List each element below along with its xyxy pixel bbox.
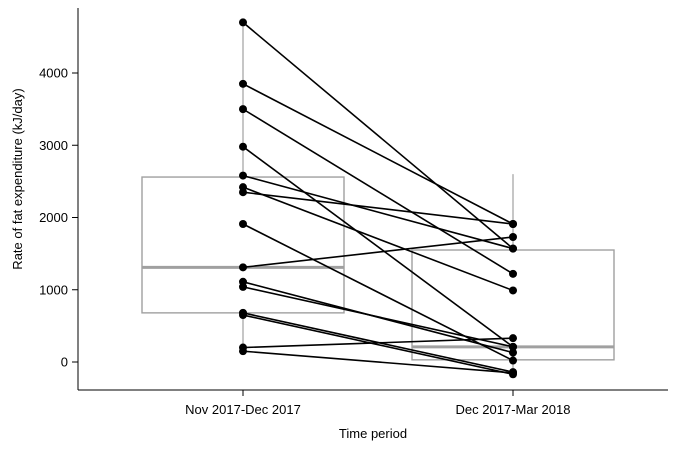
- pair-line: [242, 286, 514, 348]
- data-point: [239, 18, 247, 27]
- data-point: [509, 356, 517, 365]
- pair-line: [242, 350, 514, 374]
- data-point: [509, 286, 517, 295]
- x-ticks: Nov 2017-Dec 2017 Dec 2017-Mar 2018: [185, 390, 570, 417]
- data-point: [239, 188, 247, 197]
- pair-line: [242, 236, 514, 269]
- data-point: [509, 368, 517, 377]
- x-axis-title: Time period: [339, 426, 407, 441]
- data-point: [239, 263, 247, 272]
- data-point: [509, 348, 517, 357]
- pair-line: [242, 83, 514, 225]
- x-tick-label: Dec 2017-Mar 2018: [456, 402, 571, 417]
- pair-line: [242, 223, 514, 362]
- y-tick-label: 4000: [39, 66, 68, 81]
- data-point: [509, 334, 517, 343]
- pair-line: [242, 191, 514, 225]
- data-points: [239, 18, 517, 379]
- pair-line: [242, 337, 514, 349]
- data-point: [239, 347, 247, 356]
- pair-line: [242, 21, 514, 250]
- pair-line: [242, 146, 514, 348]
- y-axis-title: Rate of fat expenditure (kJ/day): [10, 88, 25, 269]
- data-point: [239, 282, 247, 291]
- pair-line: [242, 108, 514, 275]
- data-point: [509, 269, 517, 278]
- data-point: [239, 171, 247, 180]
- pair-line: [242, 186, 514, 292]
- y-tick-label: 2000: [39, 210, 68, 225]
- data-point: [239, 105, 247, 114]
- x-tick-label: Nov 2017-Dec 2017: [185, 402, 301, 417]
- data-point: [239, 220, 247, 229]
- axes: 0 1000 2000 3000 4000 Nov 2017-Dec 2017 Dec 2…: [39, 8, 668, 417]
- y-tick-label: 3000: [39, 138, 68, 153]
- data-point: [509, 233, 517, 242]
- data-point: [509, 342, 517, 351]
- y-tick-label: 0: [61, 355, 68, 370]
- pair-line: [242, 174, 514, 250]
- pair-line: [242, 314, 514, 376]
- data-point: [239, 311, 247, 320]
- y-tick-label: 1000: [39, 282, 68, 297]
- y-ticks: 0 1000 2000 3000 4000: [39, 66, 78, 370]
- boxplots: [141, 22, 615, 373]
- paired-lines: [242, 21, 514, 376]
- data-point: [239, 79, 247, 88]
- data-point: [509, 244, 517, 253]
- data-point: [239, 142, 247, 151]
- box-iqr: [141, 176, 345, 314]
- data-point: [509, 220, 517, 229]
